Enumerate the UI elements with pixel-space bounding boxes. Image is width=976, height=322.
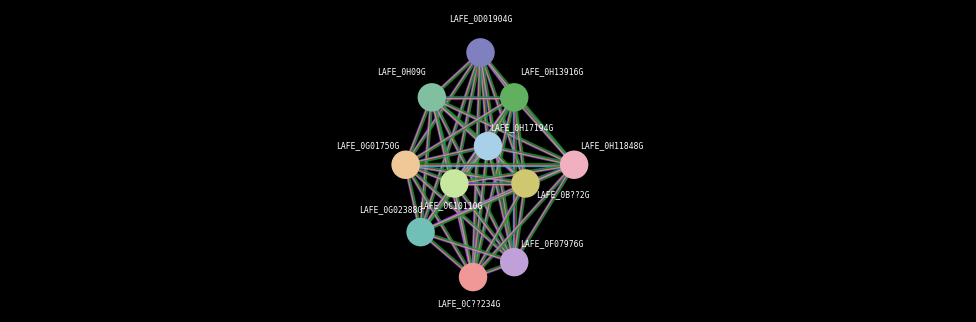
Text: LAFE_0H17194G: LAFE_0H17194G	[490, 123, 553, 132]
Circle shape	[467, 38, 495, 67]
Text: LAFE_0D01904G: LAFE_0D01904G	[449, 14, 512, 23]
Text: LAFE_0H09G: LAFE_0H09G	[378, 67, 427, 76]
Circle shape	[560, 150, 589, 179]
Text: LAFE_0F07976G: LAFE_0F07976G	[520, 239, 584, 248]
Circle shape	[511, 169, 540, 198]
Text: LAFE_0G02388G: LAFE_0G02388G	[359, 205, 423, 214]
Text: LAFE_0H11848G: LAFE_0H11848G	[580, 142, 643, 150]
Circle shape	[473, 132, 503, 160]
Circle shape	[406, 218, 435, 246]
Circle shape	[391, 150, 420, 179]
Text: LAFE_0B??2G: LAFE_0B??2G	[536, 190, 590, 199]
Circle shape	[500, 83, 528, 112]
Circle shape	[459, 263, 487, 291]
Circle shape	[440, 169, 468, 198]
Text: LAFE_0G01750G: LAFE_0G01750G	[337, 142, 400, 150]
Text: LAFE_0C10110G: LAFE_0C10110G	[419, 202, 482, 211]
Text: LAFE_0H13916G: LAFE_0H13916G	[520, 67, 584, 76]
Circle shape	[418, 83, 446, 112]
Text: LAFE_0C??234G: LAFE_0C??234G	[437, 299, 501, 308]
Circle shape	[500, 248, 528, 276]
